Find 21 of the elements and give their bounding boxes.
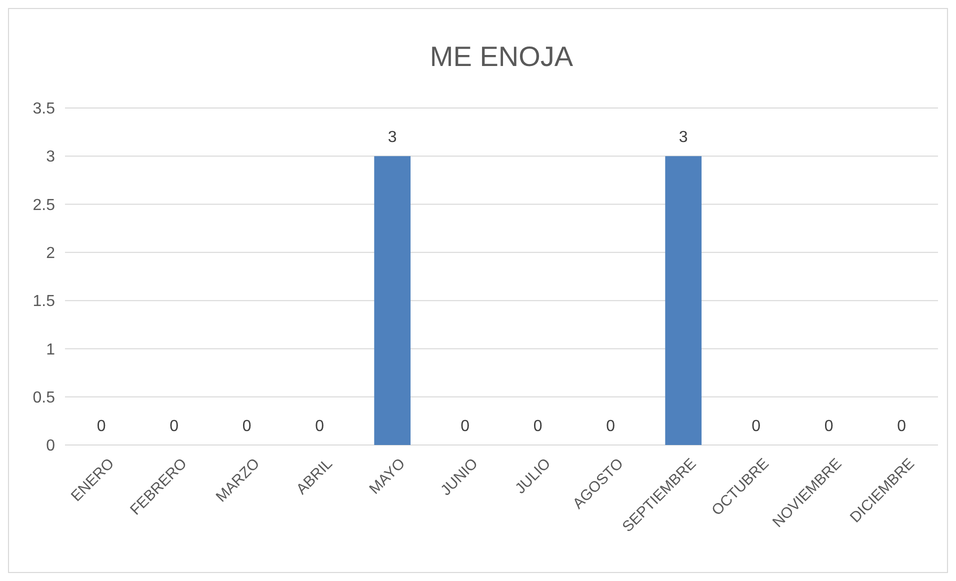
data-label: 0 xyxy=(752,418,761,435)
data-label: 0 xyxy=(460,418,470,435)
y-tick-label: 2.5 xyxy=(32,196,56,214)
y-tick-label: 2 xyxy=(46,245,56,262)
data-label: 3 xyxy=(678,129,688,146)
data-label: 0 xyxy=(824,418,834,435)
data-label: 0 xyxy=(897,418,906,435)
y-tick-label: 3 xyxy=(46,148,56,166)
data-label: 0 xyxy=(242,418,252,435)
chart-title: ME ENOJA xyxy=(430,41,574,72)
data-label: 0 xyxy=(170,418,179,435)
data-label: 0 xyxy=(315,418,324,435)
data-label: 0 xyxy=(533,418,542,435)
data-label: 0 xyxy=(606,418,616,435)
y-tick-label: 0 xyxy=(46,438,56,455)
y-tick-label: 0.5 xyxy=(32,389,56,406)
data-label: 3 xyxy=(388,129,397,146)
y-tick-label: 1 xyxy=(46,341,56,358)
y-tick-label: 3.5 xyxy=(32,100,56,118)
y-tick-label: 1.5 xyxy=(32,293,56,310)
data-label: 0 xyxy=(96,418,106,435)
